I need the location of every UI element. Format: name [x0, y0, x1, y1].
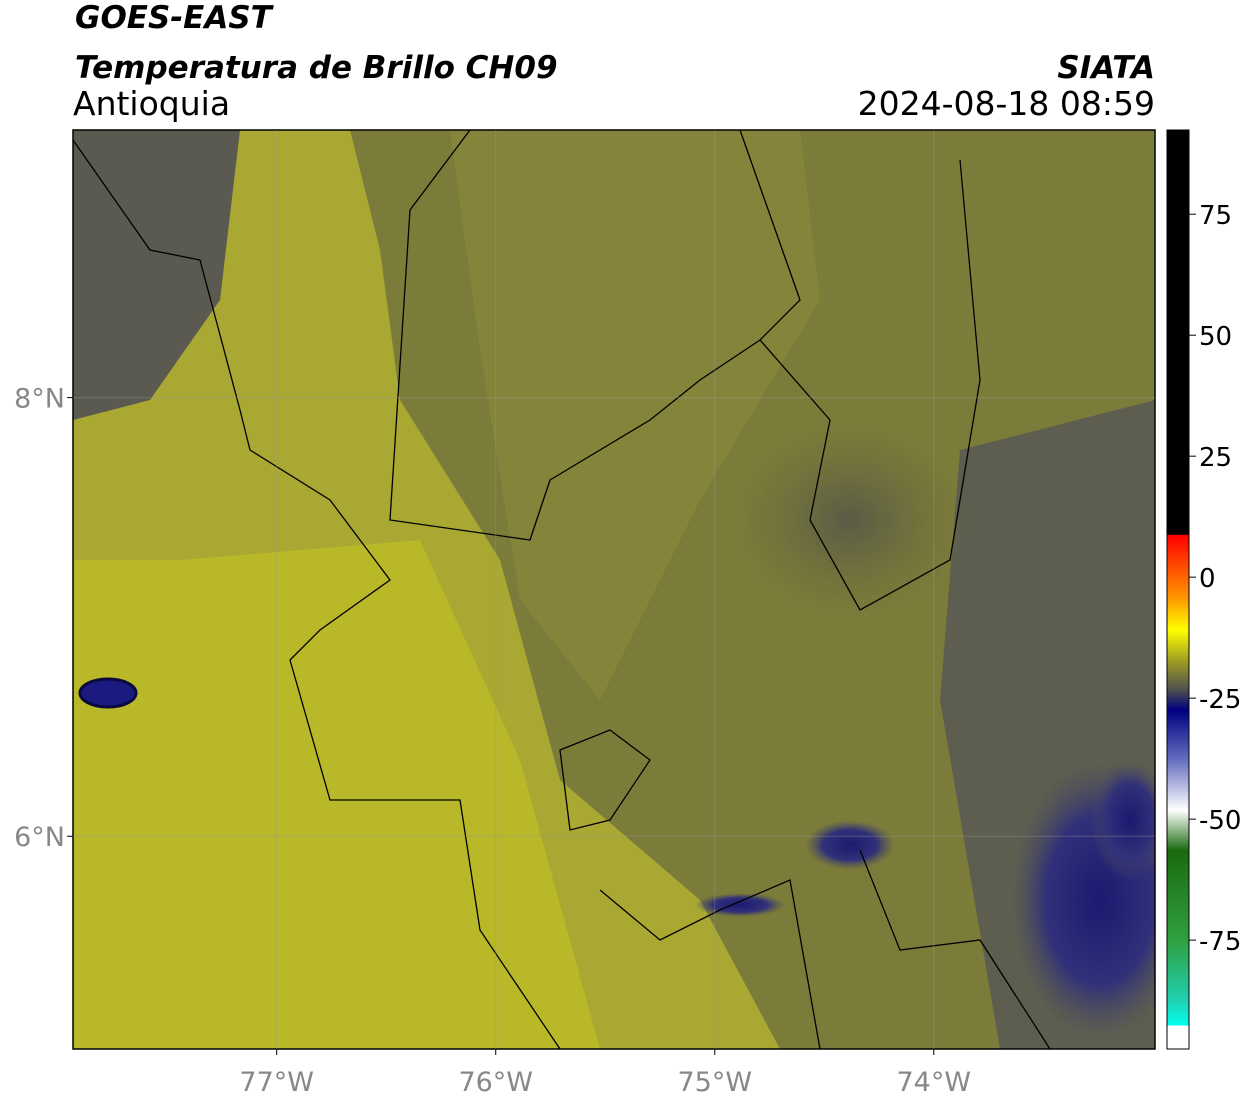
- x-tick-label: 77°W: [239, 1067, 314, 1098]
- y-tick-label: 6°N: [14, 822, 65, 853]
- map-image: [73, 130, 1155, 1049]
- colorbar-tick-label: -25: [1199, 685, 1241, 715]
- y-tick-label: 8°N: [14, 384, 65, 415]
- colorbar-tick-label: 50: [1199, 322, 1232, 352]
- colorbar-tick-label: -75: [1199, 927, 1241, 957]
- subtitle: Temperatura de Brillo CH09: [75, 50, 558, 86]
- source: SIATA: [1057, 50, 1155, 86]
- x-tick-label: 76°W: [458, 1067, 533, 1098]
- title: GOES-EAST: [75, 0, 275, 36]
- x-tick-label: 75°W: [677, 1067, 752, 1098]
- colorbar-tick-label: 75: [1199, 201, 1232, 231]
- colorbar: [1166, 129, 1190, 1050]
- datetime: 2024-08-18 08:59: [858, 84, 1155, 123]
- colorbar-tick-label: 25: [1199, 443, 1232, 473]
- map-frame: [72, 129, 1156, 1050]
- colorbar-tick-label: 0: [1199, 564, 1216, 594]
- colorbar-tick-label: -50: [1199, 806, 1241, 836]
- region: Antioquia: [73, 84, 230, 123]
- x-tick-label: 74°W: [897, 1067, 972, 1098]
